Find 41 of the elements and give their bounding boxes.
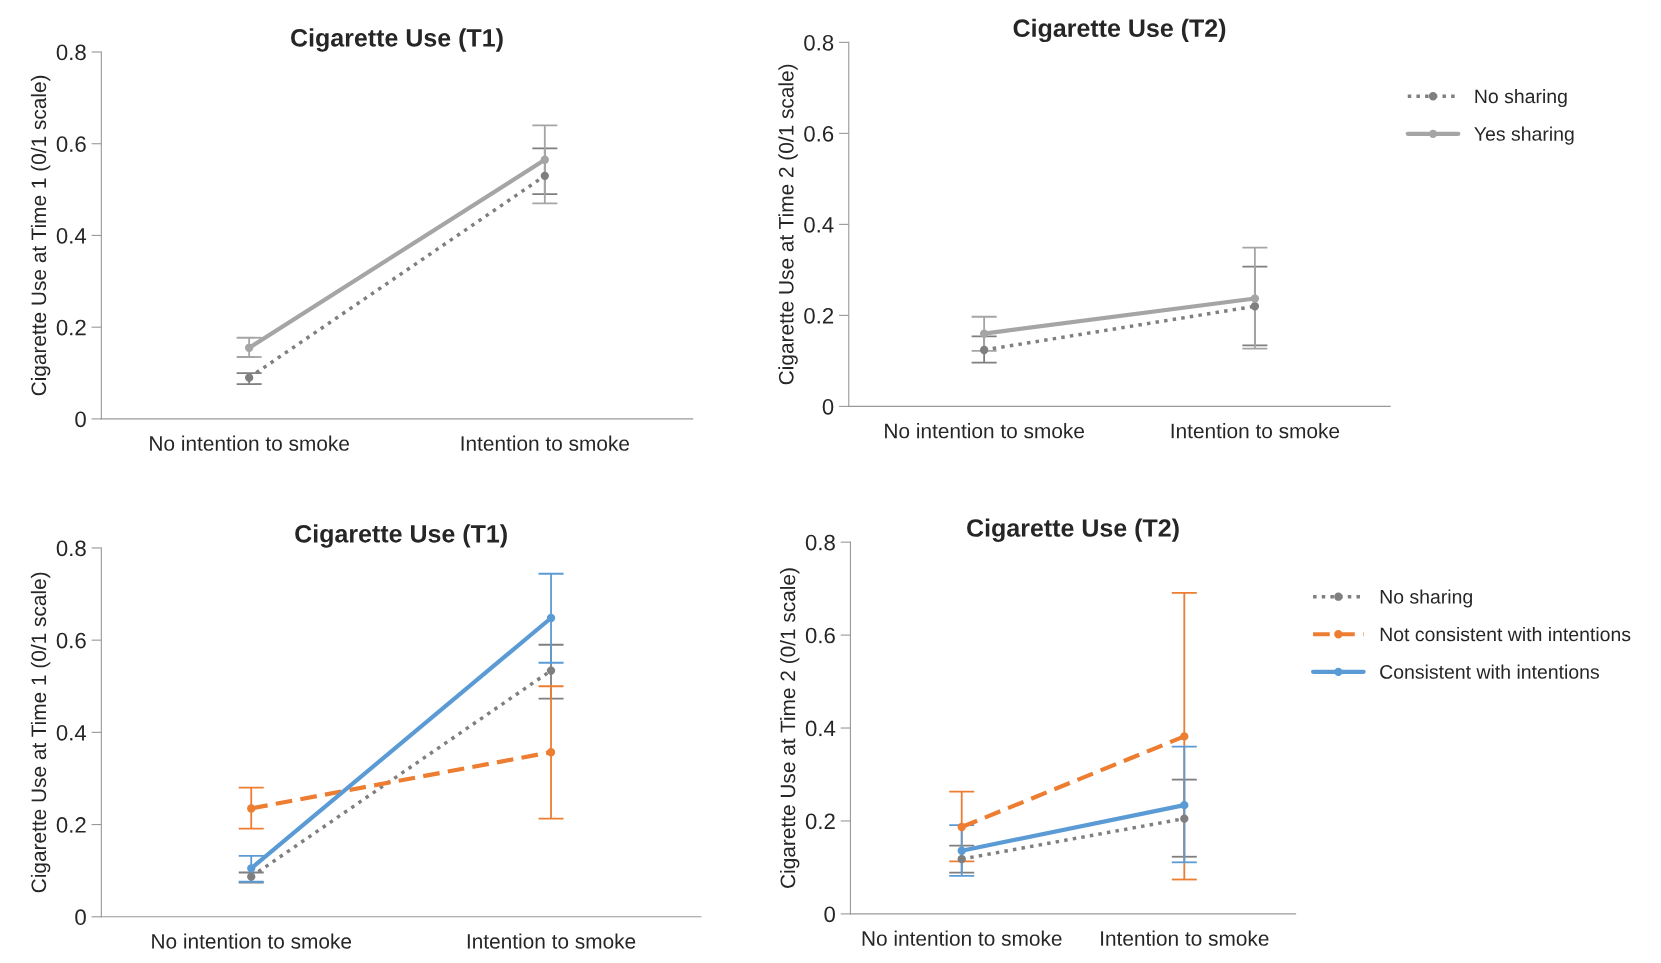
x-tick-label: No intention to smoke (150, 435, 349, 451)
chart-title: Cigarette Use (T2) (1013, 18, 1226, 43)
y-tick-label: 0.2 (804, 307, 834, 324)
chart-title: Cigarette Use (T1) (291, 28, 503, 52)
y-tick-label: 0.4 (56, 724, 87, 741)
legend-label: Consistent with intentions (1380, 664, 1599, 679)
x-tick-label: No intention to smoke (152, 933, 352, 949)
y-tick-label: 0.6 (56, 632, 86, 649)
y-tick-label: 0.4 (804, 216, 834, 233)
y-tick-label: 0 (75, 411, 86, 428)
legend-label: No sharing (1475, 88, 1567, 108)
y-tick-label: 0.8 (805, 534, 835, 551)
legend-label: Not consistent with intentions (1380, 626, 1631, 642)
x-tick-label: Intention to smoke (1101, 930, 1269, 946)
x-tick-label: No intention to smoke (885, 423, 1084, 439)
y-tick-label: 0 (824, 906, 835, 923)
y-tick-label: 0.2 (56, 817, 86, 833)
x-tick-label: Intention to smoke (1171, 423, 1340, 439)
y-tick-label: 0 (822, 398, 834, 415)
y-axis-title: Cigarette Use at Time 1 (0/1 scale) (30, 75, 51, 396)
y-tick-label: 0.2 (56, 319, 86, 336)
y-axis-title: Cigarette Use at Time 1 (0/1 scale) (30, 572, 51, 893)
y-tick-label: 0 (75, 909, 86, 926)
y-tick-label: 0.6 (56, 136, 86, 152)
y-tick-label: 0.4 (56, 227, 87, 244)
chart-title: Cigarette Use (T1) (295, 524, 507, 548)
y-tick-label: 0.8 (56, 540, 86, 557)
y-axis-title: Cigarette Use at Time 2 (0/1 scale) (778, 64, 798, 385)
x-tick-label: Intention to smoke (467, 933, 636, 949)
y-tick-label: 0.6 (804, 125, 834, 142)
y-tick-label: 0.8 (56, 44, 86, 61)
y-tick-label: 0.2 (805, 813, 835, 830)
legend-label: No sharing (1380, 589, 1472, 608)
y-tick-label: 0.4 (805, 720, 836, 737)
x-tick-label: No intention to smoke (862, 930, 1062, 946)
y-axis-title: Cigarette Use at Time 2 (0/1 scale) (779, 568, 800, 888)
legend-label: Yes sharing (1474, 126, 1574, 145)
y-tick-label: 0.6 (805, 627, 835, 644)
chart-title: Cigarette Use (T2) (967, 518, 1179, 542)
x-tick-label: Intention to smoke (461, 435, 630, 451)
y-tick-label: 0.8 (804, 34, 834, 51)
